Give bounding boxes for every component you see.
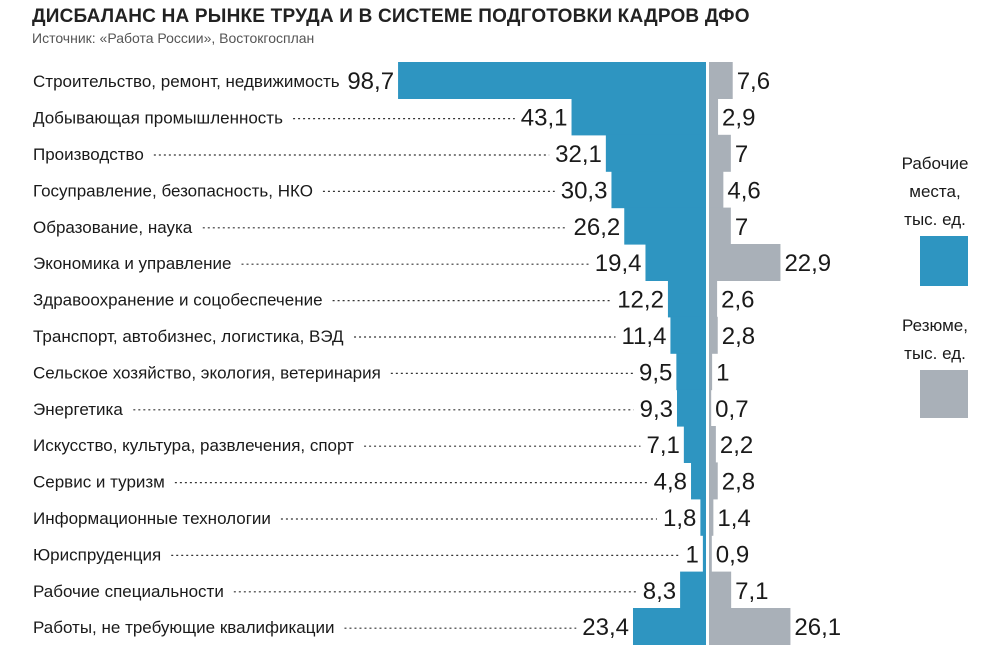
chart-title: ДИСБАЛАНС НА РЫНКЕ ТРУДА И В СИСТЕМЕ ПОД… <box>32 6 750 27</box>
jobs-value-label: 9,3 <box>640 396 673 423</box>
jobs-value-label: 23,4 <box>582 614 629 641</box>
resume-bar <box>709 62 733 99</box>
jobs-value-label: 7,1 <box>646 432 679 459</box>
category-label: Искусство, культура, развлечения, спорт <box>33 436 354 455</box>
legend-swatch <box>920 370 968 418</box>
resume-value-label: 7,1 <box>735 578 768 605</box>
jobs-value-label: 4,8 <box>654 469 687 496</box>
jobs-bar <box>645 244 706 281</box>
resume-bar <box>709 244 781 281</box>
resume-value-label: 4,6 <box>727 177 760 204</box>
resume-bar <box>709 353 713 391</box>
jobs-value-label: 19,4 <box>595 250 642 277</box>
resume-value-label: 0,7 <box>715 396 748 423</box>
category-label: Энергетика <box>33 400 123 419</box>
jobs-value-label: 8,3 <box>643 578 676 605</box>
resume-value-label: 2,6 <box>721 287 754 314</box>
resume-bar <box>709 389 712 427</box>
jobs-bar <box>676 353 706 391</box>
resume-bar <box>709 280 718 318</box>
resume-bar <box>709 608 791 645</box>
jobs-bar <box>605 134 706 172</box>
resume-value-label: 7,6 <box>737 68 770 95</box>
legend-label-line: тыс. ед. <box>904 344 966 363</box>
category-label: Госуправление, безопасность, НКО <box>33 181 313 200</box>
resume-value-label: 7 <box>735 141 748 168</box>
category-label: Добывающая промышленность <box>33 109 283 128</box>
chart-source: Источник: «Работа России», Востокгосплан <box>32 30 315 46</box>
resume-value-label: 22,9 <box>784 250 831 277</box>
category-label: Работы, не требующие квалификации <box>33 618 334 637</box>
jobs-value-label: 26,2 <box>574 214 621 241</box>
resume-bar <box>709 535 712 573</box>
resume-bar <box>709 498 714 536</box>
resume-bar <box>709 171 724 209</box>
category-label: Информационные технологии <box>33 509 271 528</box>
jobs-bar <box>398 62 706 99</box>
category-label: Экономика и управление <box>33 254 232 273</box>
resume-bar <box>709 462 718 500</box>
jobs-value-label: 43,1 <box>521 105 568 132</box>
jobs-bar <box>683 426 706 463</box>
resume-value-label: 26,1 <box>794 614 841 641</box>
jobs-value-label: 1 <box>686 541 699 568</box>
category-label: Строительство, ремонт, недвижимость <box>33 72 340 91</box>
category-label: Юриспруденция <box>33 545 161 564</box>
jobs-value-label: 30,3 <box>561 177 608 204</box>
resume-bar <box>709 316 718 354</box>
jobs-bar <box>632 608 706 645</box>
jobs-bar <box>676 389 706 427</box>
legend-label: Рабочие места, тыс. ед. <box>895 150 975 234</box>
jobs-value-label: 98,7 <box>347 68 394 95</box>
resume-value-label: 2,2 <box>720 432 753 459</box>
jobs-value-label: 12,2 <box>617 287 664 314</box>
legend-label-line: Рабочие <box>901 154 969 173</box>
resume-value-label: 2,8 <box>722 469 755 496</box>
resume-value-label: 2,8 <box>722 323 755 350</box>
jobs-bar <box>667 280 706 318</box>
jobs-bar <box>670 316 706 354</box>
jobs-bar <box>700 498 706 536</box>
legend-label-line: места, <box>909 182 961 201</box>
resume-bar <box>709 98 719 136</box>
category-label: Сельское хозяйство, экология, ветеринари… <box>33 363 381 382</box>
jobs-value-label: 11,4 <box>621 323 666 350</box>
jobs-bar <box>680 571 706 609</box>
category-label: Рабочие специальности <box>33 582 224 601</box>
category-label: Сервис и туризм <box>33 473 165 492</box>
resume-value-label: 1,4 <box>717 505 750 532</box>
legend-swatch <box>920 236 968 286</box>
category-label: Образование, наука <box>33 218 193 237</box>
resume-bar <box>709 571 732 609</box>
legend-label-line: Резюме, <box>902 316 968 335</box>
jobs-bar <box>571 98 706 136</box>
resume-bar <box>709 207 731 245</box>
category-label: Производство <box>33 145 144 164</box>
jobs-bar <box>702 535 706 573</box>
resume-value-label: 7 <box>735 214 748 241</box>
jobs-value-label: 9,5 <box>639 359 672 386</box>
resume-bar <box>709 426 716 463</box>
legend-label-line: тыс. ед. <box>904 210 966 229</box>
legend-label: Резюме, тыс. ед. <box>895 312 975 368</box>
category-label: Транспорт, автобизнес, логистика, ВЭД <box>33 327 344 346</box>
jobs-bar <box>691 462 706 500</box>
jobs-value-label: 32,1 <box>555 141 602 168</box>
category-label: Здравоохранение и соцобеспечение <box>33 291 323 310</box>
jobs-bar <box>624 207 706 245</box>
resume-value-label: 1 <box>716 359 729 386</box>
jobs-bar <box>611 171 706 209</box>
resume-value-label: 0,9 <box>716 541 749 568</box>
jobs-value-label: 1,8 <box>663 505 696 532</box>
resume-bar <box>709 134 731 172</box>
resume-value-label: 2,9 <box>722 105 755 132</box>
